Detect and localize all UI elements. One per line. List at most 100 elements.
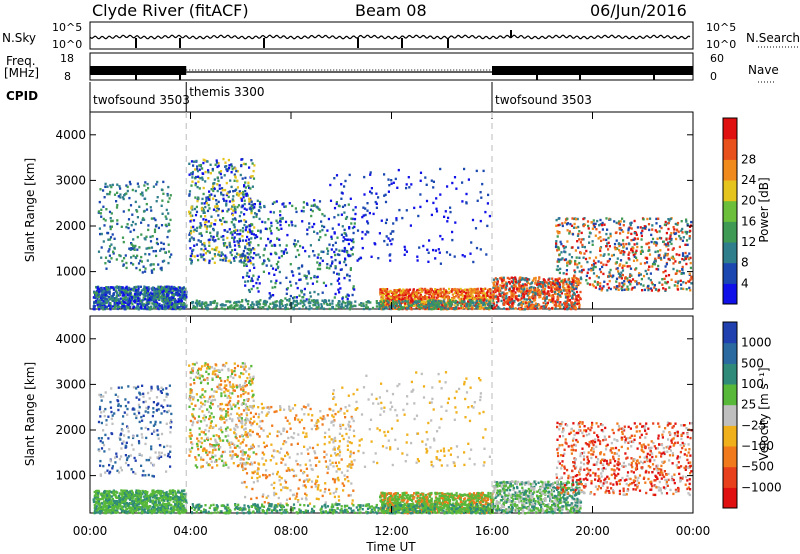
data-cell bbox=[587, 224, 590, 228]
data-cell bbox=[372, 212, 375, 216]
data-cell bbox=[216, 246, 219, 249]
data-cell bbox=[271, 302, 274, 305]
data-cell bbox=[236, 233, 239, 236]
data-cell bbox=[449, 253, 452, 256]
data-cell bbox=[216, 206, 219, 209]
data-cell bbox=[278, 270, 281, 274]
data-cell bbox=[173, 287, 176, 291]
data-cell bbox=[339, 287, 342, 290]
data-cell bbox=[136, 235, 139, 239]
data-cell bbox=[517, 298, 520, 301]
data-cell bbox=[401, 300, 404, 303]
data-cell bbox=[628, 251, 631, 254]
data-cell bbox=[208, 196, 211, 199]
data-cell bbox=[572, 283, 575, 287]
data-cell bbox=[378, 232, 381, 235]
data-cell bbox=[471, 307, 474, 311]
data-cell bbox=[629, 267, 633, 270]
data-cell bbox=[242, 249, 245, 253]
data-cell bbox=[229, 179, 232, 182]
data-cell bbox=[397, 305, 400, 308]
data-cell bbox=[579, 241, 582, 244]
data-cell bbox=[668, 219, 671, 222]
data-cell bbox=[249, 251, 252, 254]
data-cell bbox=[511, 289, 514, 293]
data-cell bbox=[150, 271, 154, 274]
data-cell bbox=[208, 241, 211, 244]
data-cell bbox=[689, 278, 692, 281]
data-cell bbox=[252, 169, 255, 173]
data-cell bbox=[599, 282, 602, 285]
data-cell bbox=[377, 196, 380, 199]
data-cell bbox=[629, 222, 632, 225]
sky-tick-bottom: 10^0 bbox=[52, 38, 82, 51]
data-cell bbox=[499, 294, 502, 298]
data-cell bbox=[203, 221, 207, 224]
data-cell bbox=[389, 259, 392, 262]
data-cell bbox=[215, 161, 219, 164]
data-cell bbox=[203, 244, 206, 248]
data-cell bbox=[144, 181, 147, 184]
data-cell bbox=[577, 232, 580, 236]
data-cell bbox=[562, 285, 565, 289]
data-cell bbox=[172, 298, 175, 301]
data-cell bbox=[265, 244, 268, 247]
data-cell bbox=[415, 291, 418, 294]
data-cell bbox=[682, 236, 685, 239]
data-cell bbox=[201, 197, 204, 201]
data-cell bbox=[150, 269, 153, 272]
data-cell bbox=[183, 307, 186, 310]
data-cell bbox=[456, 290, 459, 293]
data-cell bbox=[599, 249, 602, 252]
data-cell bbox=[223, 244, 226, 247]
data-cell bbox=[257, 305, 260, 309]
data-cell bbox=[592, 259, 596, 262]
data-cell bbox=[481, 182, 484, 186]
data-cell bbox=[437, 290, 440, 293]
data-cell bbox=[221, 187, 224, 190]
data-cell bbox=[166, 286, 169, 290]
data-cell bbox=[589, 250, 592, 254]
data-cell bbox=[322, 281, 325, 285]
data-cell bbox=[370, 187, 373, 190]
data-cell bbox=[97, 250, 101, 253]
data-cell bbox=[419, 193, 422, 196]
data-cell bbox=[299, 244, 302, 248]
data-cell bbox=[166, 194, 169, 197]
data-cell bbox=[557, 247, 560, 250]
data-cell bbox=[466, 295, 469, 298]
data-cell bbox=[200, 234, 203, 237]
data-cell bbox=[641, 227, 644, 230]
data-cell bbox=[129, 288, 132, 291]
data-cell bbox=[115, 258, 118, 261]
data-cell bbox=[546, 301, 549, 305]
nave-tick-bottom: 0 bbox=[710, 70, 717, 83]
data-cell bbox=[427, 260, 430, 263]
data-cell bbox=[526, 278, 529, 281]
data-cell bbox=[100, 306, 103, 309]
data-cell bbox=[120, 225, 123, 228]
data-cell bbox=[144, 297, 147, 301]
data-cell bbox=[678, 270, 681, 273]
data-cell bbox=[233, 208, 236, 211]
data-cell bbox=[480, 301, 483, 304]
data-cell bbox=[315, 205, 318, 208]
data-cell bbox=[217, 214, 220, 217]
data-cell bbox=[564, 278, 567, 281]
data-cell bbox=[351, 226, 354, 230]
data-cell bbox=[456, 293, 459, 296]
data-cell bbox=[671, 248, 674, 251]
data-cell bbox=[678, 253, 681, 257]
data-cell bbox=[239, 196, 242, 200]
data-cell bbox=[482, 294, 485, 297]
data-cell bbox=[105, 307, 108, 310]
data-cell bbox=[489, 307, 493, 310]
data-cell bbox=[245, 274, 248, 277]
data-cell bbox=[631, 286, 634, 290]
data-cell bbox=[250, 200, 253, 203]
data-cell bbox=[279, 220, 282, 223]
data-cell bbox=[243, 199, 246, 202]
data-cell bbox=[213, 248, 216, 251]
data-cell bbox=[559, 290, 562, 293]
data-cell bbox=[465, 292, 468, 295]
